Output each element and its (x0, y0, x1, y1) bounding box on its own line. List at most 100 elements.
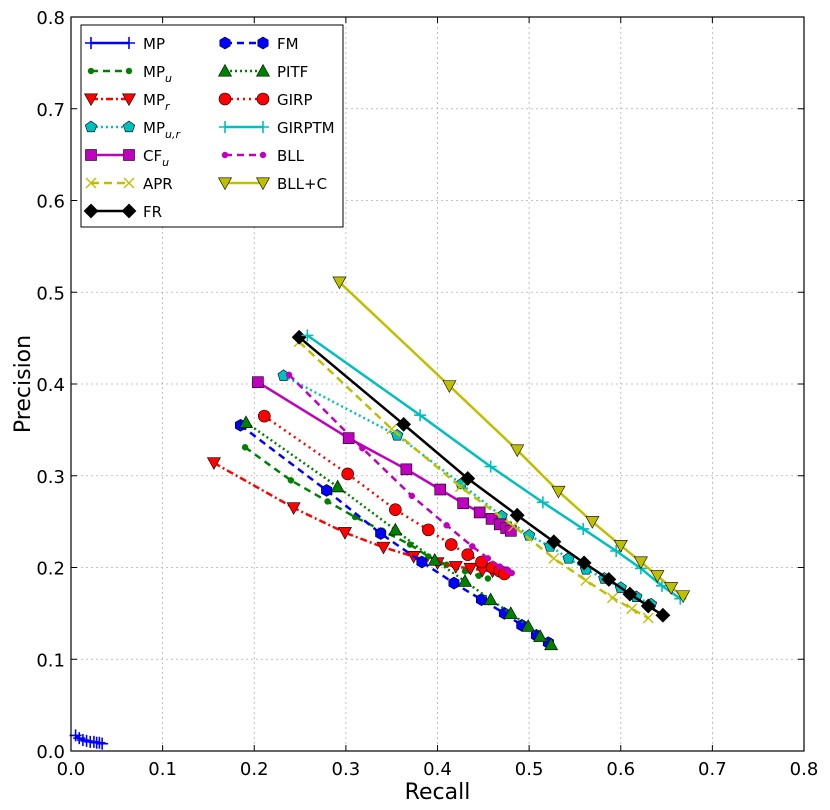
series-line-fr (298, 336, 664, 617)
data-point-bll-c (585, 516, 600, 529)
y-tick-label: 0.7 (36, 100, 65, 121)
y-tick-label: 0.8 (36, 8, 65, 29)
y-tick-label: 0.4 (36, 375, 65, 396)
data-point-cf-u (434, 483, 447, 496)
legend-marker-end (123, 177, 135, 189)
series-line-mp-u (244, 446, 489, 580)
data-point-apr (607, 592, 618, 604)
data-point-pitf (427, 553, 442, 566)
legend-marker-end (255, 177, 271, 191)
y-tick-label: 0.0 (36, 742, 65, 763)
data-point-mp-r (463, 562, 478, 576)
data-point-bll-c (650, 570, 665, 583)
data-point-girp (461, 548, 475, 561)
legend-label: APR (143, 175, 173, 193)
data-point-fm (321, 484, 333, 497)
data-point-bll-c (633, 556, 648, 570)
data-point-apr (454, 481, 466, 493)
data-point-girptm (414, 409, 427, 422)
legend-marker-start (217, 63, 233, 77)
legend-label: BLL+C (277, 175, 327, 193)
data-point-bll-c (332, 276, 347, 290)
legend-marker-start (219, 36, 231, 50)
legend-marker-start (84, 120, 98, 133)
data-point-pitf (388, 522, 403, 536)
legend-item-girptm: GIRPTM (219, 119, 335, 137)
x-tick-label: 0.8 (790, 759, 819, 780)
legend-item-cf-u: CFu (85, 147, 169, 169)
data-point-pitf (457, 574, 472, 587)
y-tick-label: 0.2 (36, 559, 65, 580)
data-point-fr (396, 416, 412, 432)
legend-marker-end (121, 203, 137, 219)
data-point-apr (548, 552, 560, 564)
legend-label: MP (143, 35, 165, 53)
legend-marker-start (218, 92, 232, 106)
data-point-bll (469, 543, 476, 550)
data-point-pitf (483, 592, 498, 606)
data-point-mp-r (337, 527, 352, 540)
data-point-pitf (330, 479, 345, 493)
legend-label: GIRP (277, 91, 313, 109)
legend-item-fm: FM (219, 35, 299, 53)
legend-item-girp: GIRP (218, 91, 313, 109)
legend-marker-end (255, 63, 271, 77)
data-point-pitf (544, 637, 559, 651)
data-point-mp-u (406, 541, 414, 548)
data-point-girptm (655, 579, 668, 592)
legend-item-mp: MP (85, 35, 165, 53)
data-point-mp-r (286, 502, 301, 515)
data-point-cf-u (457, 497, 469, 510)
legend-marker-start (87, 67, 95, 75)
series-mp-u (241, 444, 492, 582)
data-point-fr (640, 598, 656, 614)
data-point-bll (285, 371, 293, 379)
legend-marker-end (122, 120, 136, 133)
data-point-bll (359, 444, 366, 452)
legend-label: PITF (277, 63, 308, 81)
legend-marker-end (259, 151, 267, 159)
data-point-fr (576, 555, 592, 571)
y-tick-label: 0.3 (36, 467, 65, 488)
series-pitf (238, 415, 559, 651)
legend-marker-end (121, 93, 137, 107)
data-point-girp (422, 523, 435, 537)
legend-item-mp-u-r: MPu,r (84, 119, 181, 141)
data-point-fr (601, 572, 617, 587)
y-axis-label: Precision (11, 335, 36, 433)
data-point-bll-c (613, 539, 628, 553)
legend-marker-start (221, 151, 229, 159)
legend: MP MPu MPr MPu,r CFu APR FR FM PITF GIRP GIRPTM BLL… (80, 24, 344, 228)
data-point-girp (341, 467, 355, 481)
data-point-bll-c (676, 590, 691, 604)
x-tick-label: 0.5 (515, 759, 544, 780)
legend-item-apr: APR (85, 175, 173, 193)
data-point-apr (642, 612, 654, 624)
data-point-mp (93, 736, 106, 749)
legend-label: MPu (143, 63, 172, 85)
series-line-apr (298, 340, 649, 620)
data-point-bll (408, 492, 416, 500)
data-point-fm (375, 527, 387, 540)
legend-marker-end (123, 149, 135, 161)
data-point-girp (389, 503, 402, 516)
data-point-pitf (503, 606, 518, 619)
legend-marker-end (257, 36, 269, 50)
legend-item-mp-u: MPu (87, 63, 172, 85)
data-point-girptm (577, 522, 590, 535)
legend-marker-end (256, 92, 270, 106)
x-tick-label: 0.1 (148, 759, 177, 780)
legend-label: BLL (277, 147, 305, 165)
legend-item-mp-r: MPr (83, 91, 171, 113)
data-point-bll (508, 569, 515, 577)
series-bll (285, 371, 515, 577)
data-point-fm (448, 576, 460, 590)
y-tick-label: 0.5 (36, 283, 65, 304)
data-point-apr (386, 423, 398, 435)
data-point-mp-u (241, 444, 249, 451)
data-point-girptm (536, 496, 549, 509)
data-point-mp (87, 735, 100, 748)
legend-item-bll: BLL (221, 147, 305, 165)
series-girp (258, 409, 511, 581)
data-point-fr (509, 507, 525, 523)
